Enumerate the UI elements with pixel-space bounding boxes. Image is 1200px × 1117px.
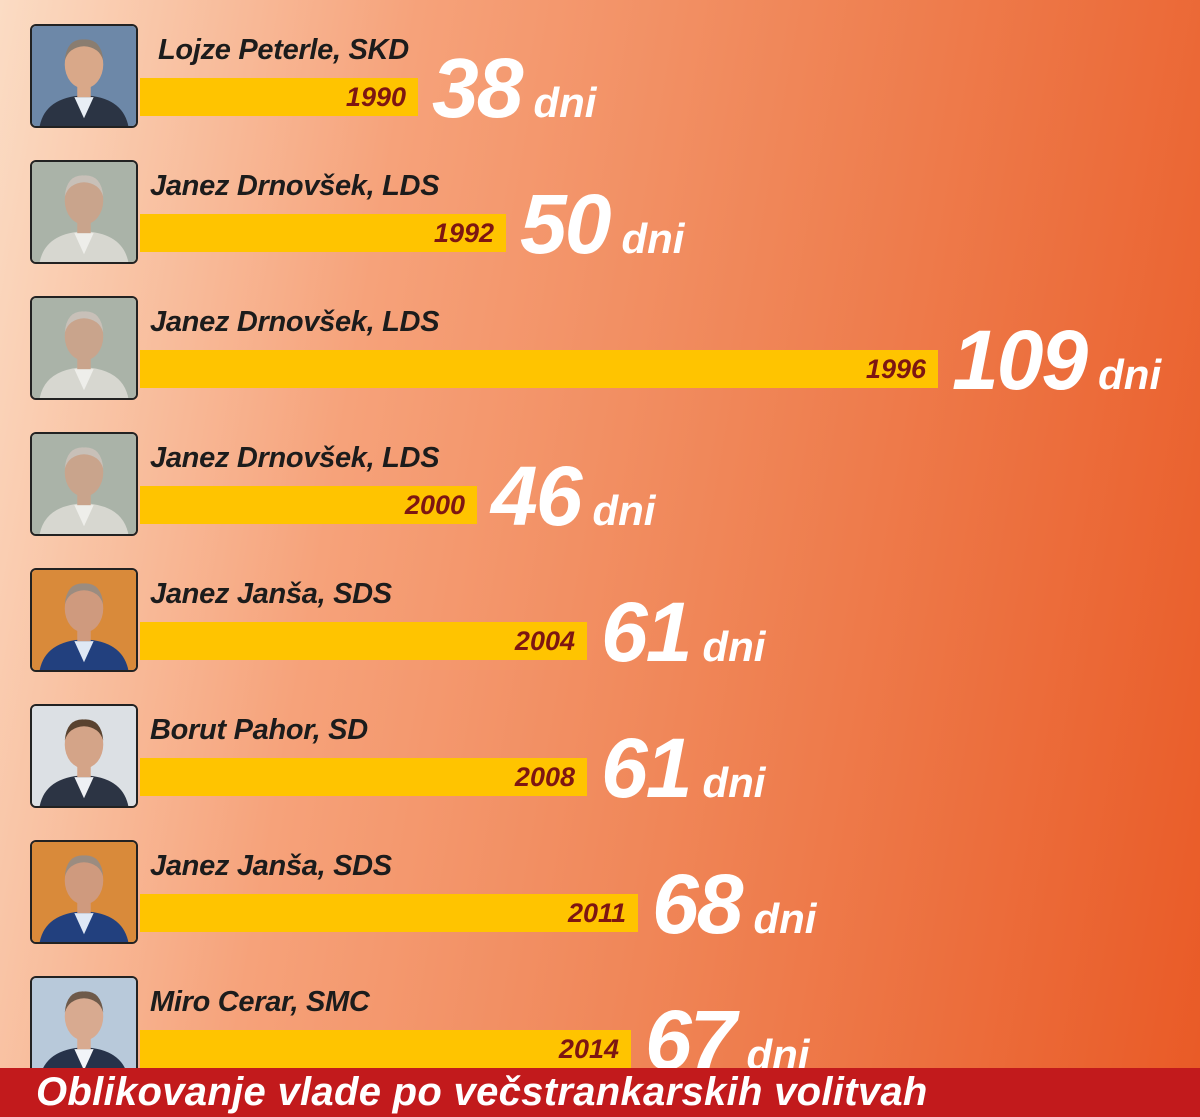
pm-name: Janez Janša, SDS [150,850,392,882]
bar [140,486,477,524]
year-label: 2004 [514,626,575,656]
pm-name: Borut Pahor, SD [150,714,368,746]
days-unit: dni [702,759,766,806]
bar [140,758,587,796]
pm-name: Janez Drnovšek, LDS [150,170,440,202]
bar [140,78,418,116]
days-value: 68 dni [652,862,816,946]
days-unit: dni [753,895,817,942]
days-number: 50 [520,177,611,271]
days-number: 38 [432,41,523,135]
pm-name: Janez Drnovšek, LDS [150,442,440,474]
portrait-peterle [30,24,138,128]
year-label: 2000 [404,490,465,520]
bar [140,894,638,932]
days-unit: dni [533,79,597,126]
days-unit: dni [702,623,766,670]
year-label: 1992 [433,218,494,248]
portrait-jansa [30,568,138,672]
days-value: 109 dni [952,318,1161,402]
year-label: 2008 [514,762,575,792]
bar [140,622,587,660]
days-number: 61 [601,585,692,679]
bar [140,214,506,252]
days-number: 68 [652,857,743,951]
pm-name: Janez Janša, SDS [150,578,392,610]
year-label: 2014 [558,1034,619,1064]
pm-name: Janez Drnovšek, LDS [150,306,440,338]
portrait-cerar [30,976,138,1080]
days-value: 61 dni [601,590,765,674]
days-number: 109 [952,313,1088,407]
bar [140,350,938,388]
days-unit: dni [621,215,685,262]
days-number: 46 [491,449,582,543]
portrait-drnovsek [30,160,138,264]
pm-name: Miro Cerar, SMC [150,986,370,1018]
days-value: 46 dni [491,454,655,538]
title-banner [0,1068,1200,1117]
days-value: 38 dni [432,46,596,130]
year-label: 1996 [865,354,926,384]
days-number: 61 [601,721,692,815]
days-value: 61 dni [601,726,765,810]
days-unit: dni [592,487,656,534]
portrait-drnovsek [30,432,138,536]
days-unit: dni [1098,351,1162,398]
portrait-drnovsek [30,296,138,400]
year-label: 1990 [345,82,406,112]
bar [140,1030,631,1068]
portrait-pahor [30,704,138,808]
pm-name: Lojze Peterle, SKD [158,34,409,66]
chart-title: Oblikovanje vlade po večstrankarskih vol… [36,1070,928,1114]
portrait-jansa [30,840,138,944]
year-label: 2011 [567,898,626,928]
days-value: 50 dni [520,182,684,266]
